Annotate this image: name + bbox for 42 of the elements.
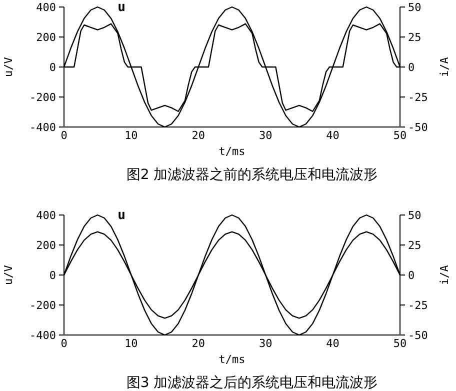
x-axis-title: t/ms <box>218 145 246 158</box>
text: 图3 加滤波器之后的系统电压和电流波形 <box>126 375 378 391</box>
x-axis-title: t/ms <box>218 353 246 366</box>
y2-tick-label: -50 <box>408 121 428 134</box>
y2-tick-label: -25 <box>408 91 428 104</box>
text: 图2 加滤波器之前的系统电压和电流波形 <box>126 167 378 183</box>
x-tick-label: 20 <box>192 337 206 350</box>
y2-tick-label: 50 <box>408 209 422 222</box>
y2-tick-label: -25 <box>408 299 428 312</box>
y-tick-label: 200 <box>36 239 56 252</box>
y2-tick-label: 0 <box>408 269 415 282</box>
y-axis-title: u/V <box>2 264 15 285</box>
y-tick-label: -400 <box>30 329 56 342</box>
x-tick-label: 50 <box>393 129 407 142</box>
x-tick-label: 10 <box>124 129 138 142</box>
y2-tick-label: 0 <box>408 61 415 74</box>
y2-tick-label: 25 <box>408 239 422 252</box>
x-tick-label: 50 <box>393 337 407 350</box>
y-tick-label: 400 <box>36 1 56 14</box>
x-tick-label: 10 <box>124 337 138 350</box>
y2-axis-title: i/A <box>438 264 451 285</box>
y-tick-label: 200 <box>36 31 56 44</box>
x-tick-label: 30 <box>258 337 272 350</box>
y2-tick-label: 50 <box>408 1 422 14</box>
y-tick-label: -400 <box>30 121 56 134</box>
x-tick-label: 20 <box>192 129 206 142</box>
y-tick-label: -200 <box>30 299 56 312</box>
x-tick-label: 0 <box>60 337 68 350</box>
y-tick-label: 0 <box>49 269 56 282</box>
x-tick-label: 40 <box>326 129 340 142</box>
y2-axis-title: i/A <box>438 56 451 77</box>
y2-tick-label: 25 <box>408 31 422 44</box>
x-tick-label: 30 <box>258 129 272 142</box>
y2-tick-label: -50 <box>408 329 428 342</box>
x-tick-label: 40 <box>326 337 340 350</box>
series-label: u <box>118 0 126 15</box>
y-tick-label: 0 <box>49 61 56 74</box>
series-label: u <box>118 208 126 223</box>
y-tick-label: 400 <box>36 209 56 222</box>
x-tick-label: 0 <box>60 129 68 142</box>
y-axis-title: u/V <box>2 56 15 77</box>
y-tick-label: -200 <box>30 91 56 104</box>
